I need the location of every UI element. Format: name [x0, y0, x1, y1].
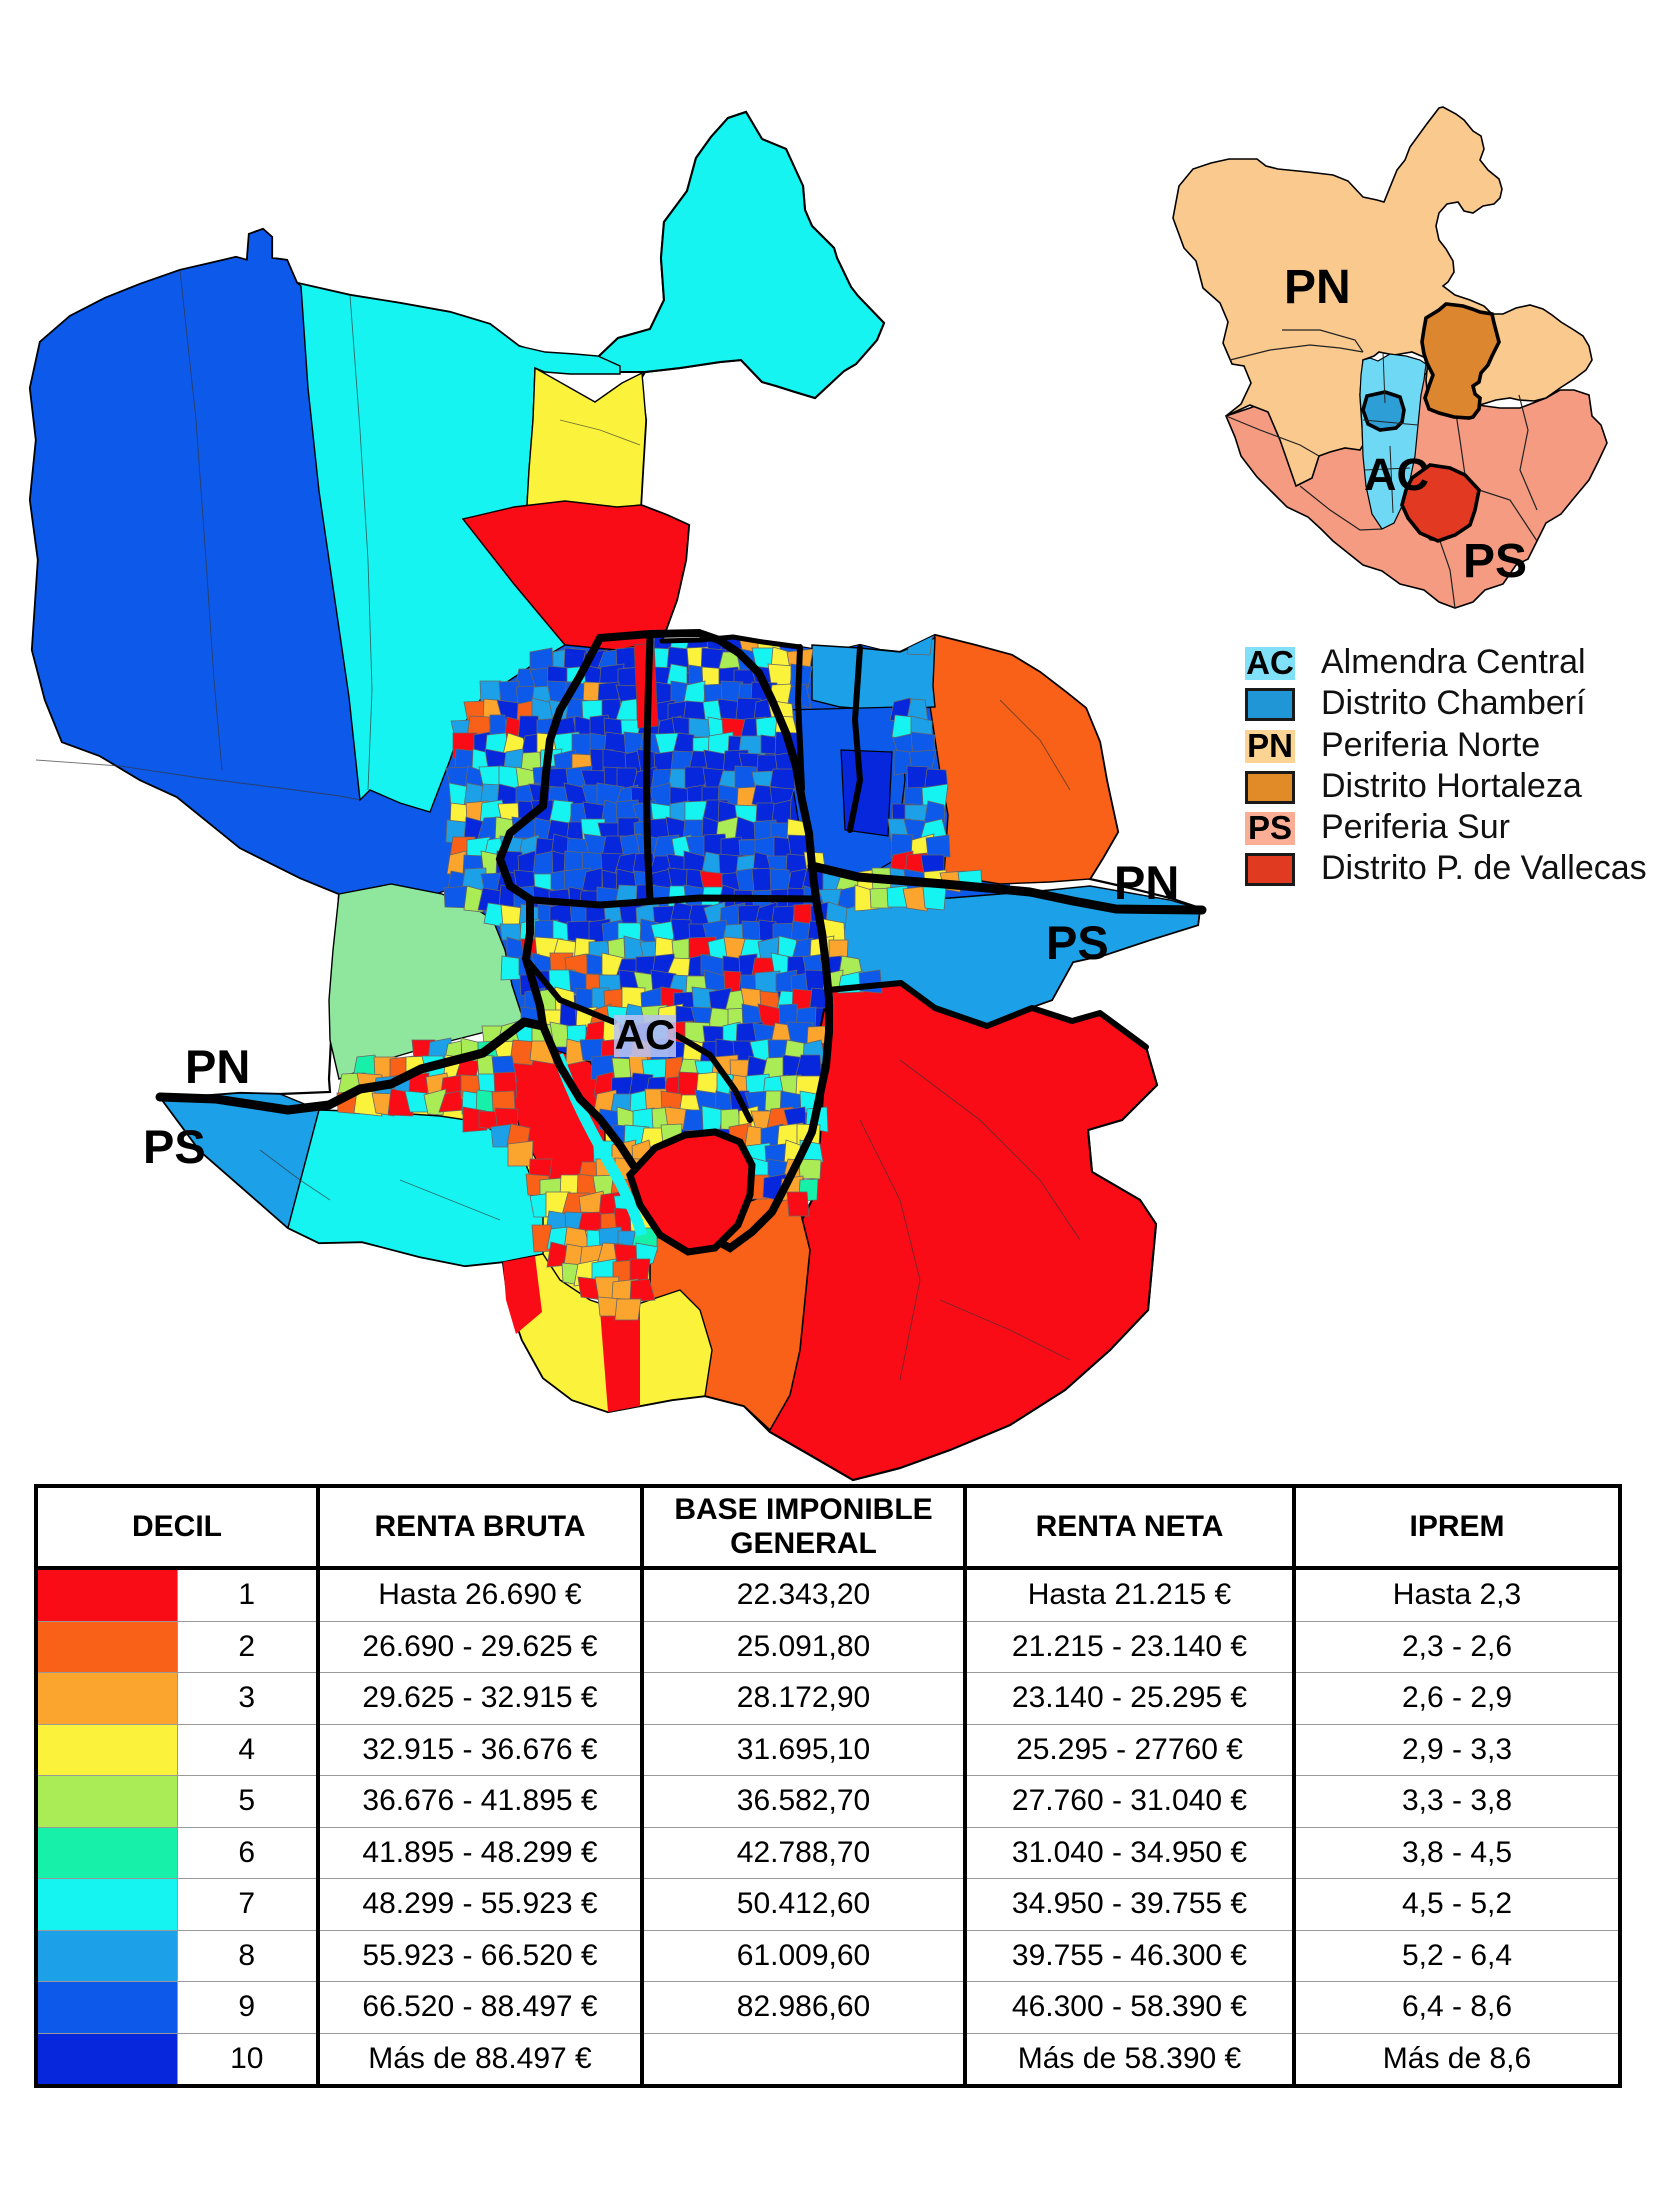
svg-text:PS: PS [1046, 916, 1109, 969]
svg-text:PN: PN [1114, 856, 1179, 909]
svg-text:PS: PS [1463, 535, 1527, 588]
svg-text:PS: PS [143, 1120, 206, 1173]
svg-text:PN: PN [185, 1040, 250, 1093]
svg-text:PN: PN [1284, 261, 1351, 314]
svg-text:AC: AC [615, 1011, 676, 1058]
svg-text:AC: AC [1364, 449, 1429, 500]
